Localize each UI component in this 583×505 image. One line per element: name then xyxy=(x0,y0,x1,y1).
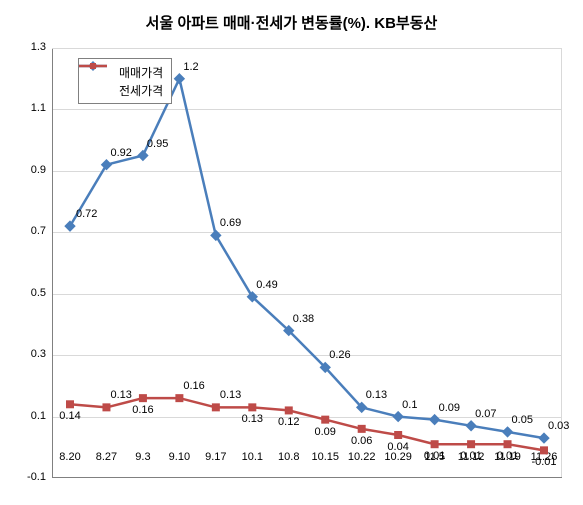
data-label-rent: 0.06 xyxy=(351,435,372,447)
data-label-rent: 0.14 xyxy=(59,410,80,422)
line-chart: 서울 아파트 매매·전세가 변동률(%). KB부동산 -0.10.10.30.… xyxy=(0,0,583,505)
series-line-sale xyxy=(70,79,544,438)
marker-rent xyxy=(468,441,475,448)
y-tick-label: 0.7 xyxy=(12,225,46,237)
data-label-rent: 0.01 xyxy=(424,450,445,462)
marker-sale xyxy=(466,421,476,431)
data-label-sale: 0.72 xyxy=(76,208,97,220)
plot-area: -0.10.10.30.50.70.91.11.38.208.279.39.10… xyxy=(52,48,562,478)
marker-sale xyxy=(174,74,184,84)
data-label-sale: 0.95 xyxy=(147,138,168,150)
data-label-rent: 0.16 xyxy=(132,404,153,416)
marker-rent xyxy=(176,395,183,402)
y-tick-label: 0.5 xyxy=(12,287,46,299)
data-label-rent: -0.01 xyxy=(531,456,556,468)
marker-rent xyxy=(431,441,438,448)
marker-rent xyxy=(358,425,365,432)
marker-rent xyxy=(139,395,146,402)
y-tick-label: 0.3 xyxy=(12,348,46,360)
data-label-rent: 0.16 xyxy=(183,380,204,392)
legend-item-rent: 전세가격 xyxy=(87,81,163,99)
legend-label: 매매가격 xyxy=(119,64,163,81)
marker-rent xyxy=(103,404,110,411)
marker-sale xyxy=(430,415,440,425)
data-label-sale: 0.07 xyxy=(475,408,496,420)
data-label-sale: 0.92 xyxy=(110,147,131,159)
data-label-sale: 0.38 xyxy=(293,313,314,325)
data-label-rent: 0.13 xyxy=(110,389,131,401)
y-tick-label: 0.1 xyxy=(12,410,46,422)
data-label-sale: 0.49 xyxy=(256,279,277,291)
data-label-sale: 0.69 xyxy=(220,217,241,229)
data-label-rent: 0.09 xyxy=(315,426,336,438)
data-label-rent: 0.04 xyxy=(387,441,408,453)
data-label-sale: 0.1 xyxy=(402,399,417,411)
marker-rent xyxy=(504,441,511,448)
y-tick-label: 0.9 xyxy=(12,164,46,176)
data-label-sale: 0.05 xyxy=(512,414,533,426)
data-label-rent: 0.01 xyxy=(497,450,518,462)
data-label-rent: 0.13 xyxy=(220,389,241,401)
y-tick-label: -0.1 xyxy=(12,471,46,483)
marker-rent xyxy=(322,416,329,423)
marker-rent xyxy=(285,407,292,414)
marker-sale xyxy=(211,230,221,240)
marker-sale xyxy=(393,412,403,422)
marker-rent xyxy=(212,404,219,411)
data-label-rent: 0.13 xyxy=(242,413,263,425)
legend: 매매가격전세가격 xyxy=(78,58,172,104)
legend-label: 전세가격 xyxy=(119,82,163,99)
data-label-sale: 1.2 xyxy=(183,61,198,73)
y-tick-label: 1.3 xyxy=(12,41,46,53)
data-label-rent: 0.12 xyxy=(278,416,299,428)
marker-sale xyxy=(503,427,513,437)
data-label-sale: 0.09 xyxy=(439,402,460,414)
marker-rent xyxy=(249,404,256,411)
marker-sale xyxy=(138,151,148,161)
data-label-sale: 0.03 xyxy=(548,420,569,432)
data-label-rent: 0.01 xyxy=(460,450,481,462)
marker-rent xyxy=(541,447,548,454)
data-label-sale: 0.26 xyxy=(329,349,350,361)
data-label-sale: 0.13 xyxy=(366,389,387,401)
marker-sale xyxy=(539,433,549,443)
y-tick-label: 1.1 xyxy=(12,102,46,114)
chart-title: 서울 아파트 매매·전세가 변동률(%). KB부동산 xyxy=(0,12,583,33)
marker-rent xyxy=(395,432,402,439)
marker-rent xyxy=(67,401,74,408)
